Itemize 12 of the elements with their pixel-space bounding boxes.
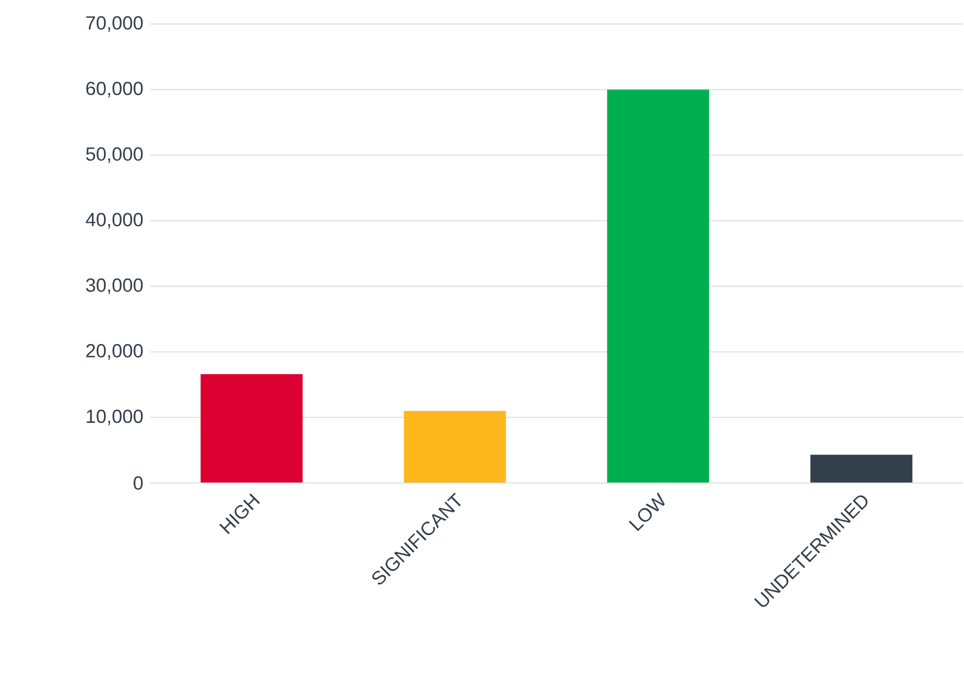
y-tick-label: 30,000 [86,278,143,294]
y-tick-label: 60,000 [86,82,143,98]
y-tick-label: 50,000 [86,147,143,163]
bar [200,374,303,483]
y-tick-label: 70,000 [86,16,143,32]
bar [607,90,710,483]
bar [404,410,506,483]
bar [810,454,912,483]
y-tick-label: 0 [134,476,143,490]
y-tick-label: 40,000 [86,212,143,229]
y-tick-label: 10,000 [86,410,143,426]
y-tick-label: 20,000 [86,344,143,360]
